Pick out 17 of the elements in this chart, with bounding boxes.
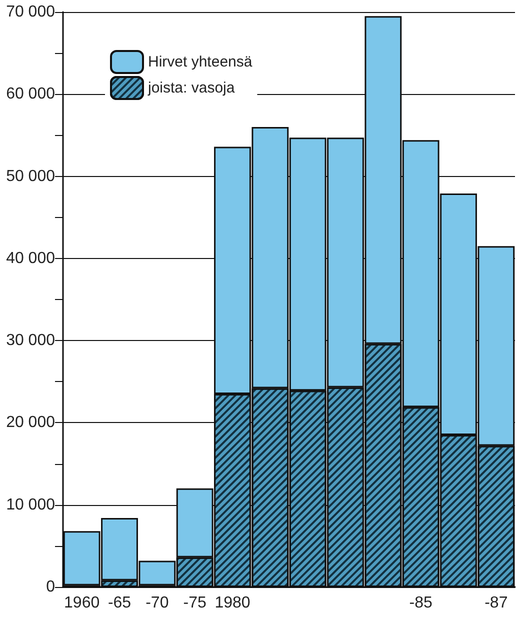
y-tick-label: 60 000 <box>6 86 56 103</box>
x-tick-label: 1960 <box>64 594 100 612</box>
y-tick-label: 30 000 <box>6 332 56 350</box>
x-tick-label: -70 <box>146 594 169 612</box>
x-tick-label: -75 <box>183 594 206 612</box>
y-tick-label: 40 000 <box>6 250 56 267</box>
x-tick-label: -87 <box>484 594 508 612</box>
legend-label: joista: vasoja <box>147 80 236 96</box>
x-tick-label: 1980 <box>214 594 250 612</box>
x-tick-label: -65 <box>108 594 132 612</box>
y-tick-label: 70 000 <box>6 4 56 20</box>
y-tick-label: 0 <box>46 578 56 596</box>
y-tick-label: 10 000 <box>6 496 56 514</box>
legend-label: Hirvet yhteensä <box>148 54 253 70</box>
y-tick-label: 20 000 <box>6 414 56 432</box>
y-tick-label: 50 000 <box>6 168 56 185</box>
x-tick-label: -85 <box>409 594 432 612</box>
